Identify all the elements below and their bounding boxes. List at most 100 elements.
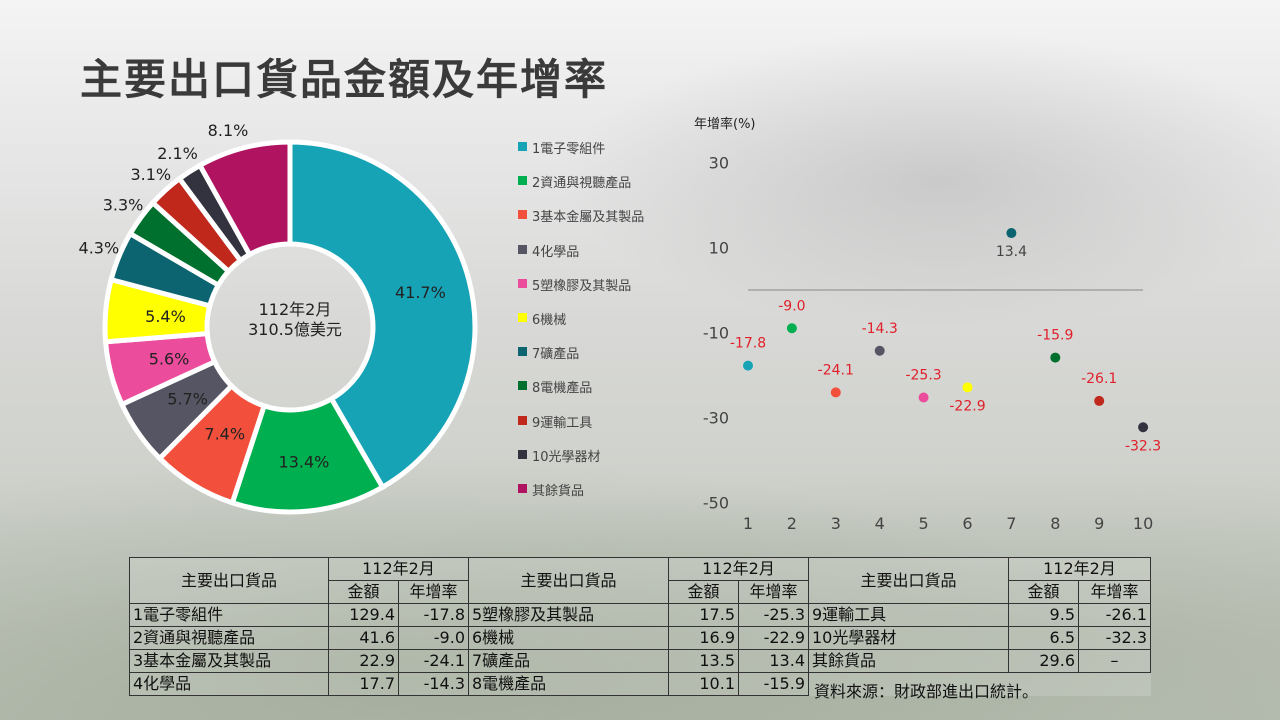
legend-label: 其餘貨品 (532, 483, 585, 499)
legend-swatch (518, 278, 527, 288)
legend-label: 10光學器材 (532, 449, 601, 465)
donut-value-label: 7.4% (204, 425, 245, 444)
item-growth: -14.3 (398, 672, 469, 696)
legend-item: 10光學器材 (518, 446, 644, 480)
scatter-point (1006, 228, 1017, 239)
legend-swatch (518, 210, 527, 220)
scatter-point (743, 360, 753, 371)
legend-item: 2資通與視聽產品 (518, 172, 644, 206)
y-tick-label: -10 (703, 324, 729, 343)
y-tick-label: 30 (709, 154, 729, 173)
item-amount: 6.5 (1008, 626, 1079, 650)
legend-label: 3基本金屬及其製品 (532, 210, 645, 226)
point-label: -17.8 (730, 336, 766, 352)
x-tick-label: 1 (743, 514, 753, 533)
y-tick-label: 10 (709, 239, 729, 258)
export-table: 主要出口貨品 112年2月 主要出口貨品 112年2月 主要出口貨品 112年2月 金額 年增… (129, 557, 1151, 696)
scatter-point (786, 323, 797, 334)
x-tick-label: 9 (1094, 514, 1104, 533)
header-amount: 金額 (1008, 580, 1079, 604)
donut-center-period: 112年2月 (259, 300, 332, 319)
header-period: 112年2月 (668, 557, 809, 581)
donut-center-total: 310.5億美元 (248, 320, 342, 339)
item-growth: -25.3 (738, 603, 809, 627)
header-growth: 年增率 (398, 580, 469, 604)
legend-swatch (518, 244, 527, 254)
y-tick-label: -50 (703, 494, 729, 513)
header-amount: 金額 (668, 580, 739, 604)
legend-item: 4化學品 (518, 241, 644, 275)
donut-value-label: 3.1% (130, 165, 171, 184)
item-amount: 129.4 (328, 603, 399, 627)
legend-label: 4化學品 (532, 244, 580, 260)
donut-value-label: 5.6% (149, 350, 190, 369)
item-amount: 41.6 (328, 626, 399, 650)
x-tick-label: 10 (1133, 514, 1153, 533)
donut-legend: 1電子零組件 2資通與視聽產品 3基本金屬及其製品 4化學品 5塑橡膠及其製品 6機械 7礦… (518, 138, 644, 514)
x-tick-label: 7 (1006, 514, 1016, 533)
item-amount: 17.7 (328, 672, 399, 696)
item-name: 6機械 (468, 626, 669, 650)
item-amount: 16.9 (668, 626, 739, 650)
donut-value-label: 2.1% (157, 144, 198, 163)
x-tick-label: 5 (919, 514, 929, 533)
donut-value-label: 3.3% (103, 196, 144, 215)
x-tick-label: 2 (787, 514, 797, 533)
point-label: -15.9 (1037, 328, 1073, 344)
x-tick-label: 4 (875, 514, 885, 533)
donut-value-label: 13.4% (279, 452, 330, 471)
donut-slice (287, 139, 478, 491)
point-label: -32.3 (1125, 438, 1161, 454)
x-tick-label: 6 (962, 514, 972, 533)
table-row: 2資通與視聽產品 41.6 -9.0 6機械 16.9 -22.9 10光學器材 6.5 -32… (129, 626, 1151, 650)
item-name: 2資通與視聽產品 (129, 626, 329, 650)
point-label: 13.4 (996, 244, 1027, 260)
legend-item: 3基本金屬及其製品 (518, 206, 644, 240)
source-note: 資料來源：財政部進出口統計。 (814, 682, 1039, 701)
legend-swatch (518, 415, 527, 425)
item-name: 7礦產品 (468, 649, 669, 673)
donut-value-label: 4.3% (79, 239, 120, 258)
item-amount: 13.5 (668, 649, 739, 673)
x-tick-label: 3 (831, 514, 841, 533)
legend-item: 其餘貨品 (518, 480, 644, 514)
point-label: -14.3 (862, 321, 898, 337)
scatter-point (1138, 422, 1149, 433)
donut-slice (196, 139, 293, 258)
legend-item: 1電子零組件 (518, 138, 644, 172)
point-label: -24.1 (818, 362, 854, 378)
item-amount: 17.5 (668, 603, 739, 627)
legend-swatch (518, 176, 527, 186)
legend-item: 6機械 (518, 309, 644, 343)
header-growth: 年增率 (738, 580, 809, 604)
item-name: 4化學品 (129, 672, 329, 696)
legend-label: 7礦產品 (532, 347, 580, 363)
legend-label: 8電機產品 (532, 381, 593, 397)
legend-swatch (518, 347, 527, 357)
background-mountain (560, 30, 1280, 330)
item-growth: -9.0 (398, 626, 469, 650)
header-item: 主要出口貨品 (129, 557, 329, 604)
scatter-point (874, 345, 885, 356)
item-name: 1電子零組件 (129, 603, 329, 627)
item-name: 其餘貨品 (808, 649, 1009, 673)
item-name: 9運輸工具 (808, 603, 1009, 627)
header-item: 主要出口貨品 (808, 557, 1009, 604)
table-row: 1電子零組件 129.4 -17.8 5塑橡膠及其製品 17.5 -25.3 9運輸工具 9.… (129, 603, 1151, 627)
scatter-point (830, 387, 841, 398)
item-amount: 10.1 (668, 672, 739, 696)
header-amount: 金額 (328, 580, 399, 604)
donut-value-label: 5.7% (167, 390, 208, 409)
legend-label: 9運輸工具 (532, 415, 593, 431)
item-growth: -17.8 (398, 603, 469, 627)
legend-swatch (518, 449, 527, 459)
donut-value-label: 41.7% (395, 283, 446, 302)
item-name: 10光學器材 (808, 626, 1009, 650)
item-amount: 29.6 (1008, 649, 1079, 673)
header-period: 112年2月 (328, 557, 469, 581)
item-growth: -22.9 (738, 626, 809, 650)
item-name: 8電機產品 (468, 672, 669, 696)
legend-item: 7礦產品 (518, 343, 644, 377)
legend-label: 2資通與視聽產品 (532, 176, 632, 192)
